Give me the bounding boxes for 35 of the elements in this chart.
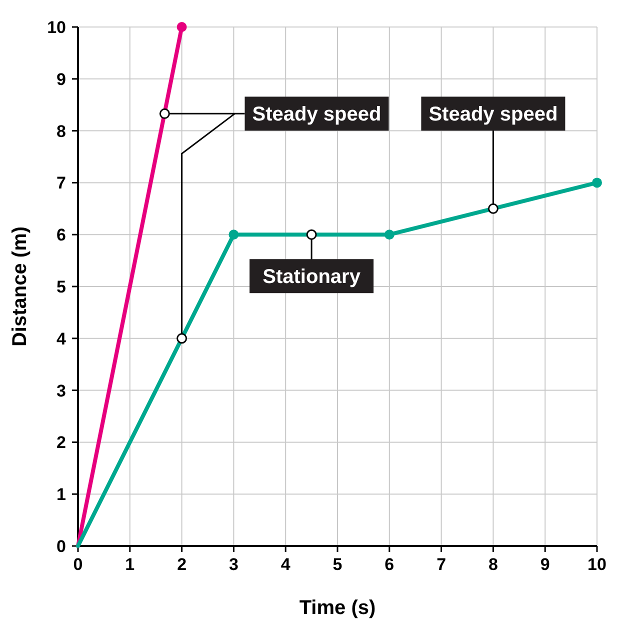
y-tick-label: 1 [56,485,66,504]
x-tick-label: 4 [280,555,291,574]
x-tick-label: 7 [436,555,446,574]
y-tick-label: 9 [56,70,66,89]
y-tick-label: 10 [47,18,66,37]
y-tick-label: 2 [56,433,66,452]
x-tick-label: 5 [332,555,342,574]
y-tick-label: 0 [56,537,66,556]
annotation: Steady speed [428,104,558,126]
x-axis-title: Time (s) [299,597,376,619]
annotation: Stationary [262,266,362,288]
x-tick-label: 6 [384,555,394,574]
point [306,229,317,240]
point [176,22,187,32]
y-tick-label: 5 [56,278,66,296]
point [384,230,394,240]
y-tick-label: 3 [56,381,66,400]
y-tick-label: 7 [56,174,66,193]
point [592,178,602,188]
annotation: Steady speed [252,104,382,126]
x-tick-label: 1 [125,555,135,574]
x-tick-label: 8 [488,555,498,574]
y-tick-label: 8 [56,122,66,141]
point [159,108,170,119]
x-tick-label: 3 [228,555,238,574]
point [488,203,498,214]
x-tick-label: 0 [73,555,83,574]
x-tick-label: 2 [177,555,187,574]
x-tick-label: 9 [540,555,550,574]
point [228,230,239,240]
point [176,333,188,344]
y-tick-label: 4 [56,329,67,348]
y-axis-title: Distance (m) [9,226,31,347]
y-tick-label: 6 [56,226,66,245]
x-tick-label: 10 [588,555,606,574]
